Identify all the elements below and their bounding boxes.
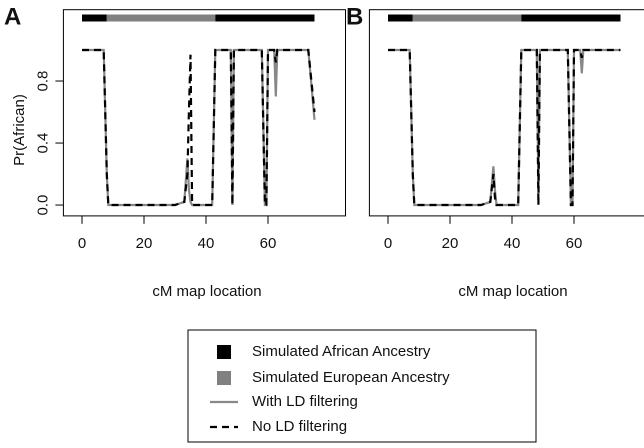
y-axis-label: Pr(African): [11, 94, 28, 166]
plot-frame: [368, 9, 644, 217]
legend-label: With LD filtering: [252, 393, 358, 410]
x-tick-label: 60: [260, 235, 277, 252]
y-tick-label: 0.0: [34, 195, 51, 216]
series-line: [388, 48, 621, 207]
x-tick-label: 40: [198, 235, 215, 252]
series-line: [82, 48, 316, 207]
legend-label: Simulated European Ancestry: [252, 369, 450, 386]
x-axis-label: cM map location: [458, 283, 567, 300]
x-tick-label: 0: [384, 235, 392, 252]
x-tick-label: 20: [442, 235, 459, 252]
plot-frame: [62, 9, 347, 217]
x-tick-label: 20: [136, 235, 153, 252]
series-line: [82, 48, 316, 207]
y-tick-label: 0.8: [34, 71, 51, 92]
series-line: [388, 48, 621, 207]
x-tick-label: 40: [504, 235, 521, 252]
y-tick-label: 0.4: [34, 133, 51, 154]
legend-label: No LD filtering: [252, 418, 347, 435]
x-axis-label: cM map location: [152, 283, 261, 300]
panel-label: A: [4, 3, 21, 30]
legend-label: Simulated African Ancestry: [252, 343, 431, 360]
x-tick-label: 60: [566, 235, 583, 252]
legend-swatch: [217, 345, 231, 359]
panel-label: B: [346, 3, 363, 30]
legend-swatch: [217, 371, 231, 385]
x-tick-label: 0: [78, 235, 86, 252]
legend-box: [187, 329, 537, 443]
